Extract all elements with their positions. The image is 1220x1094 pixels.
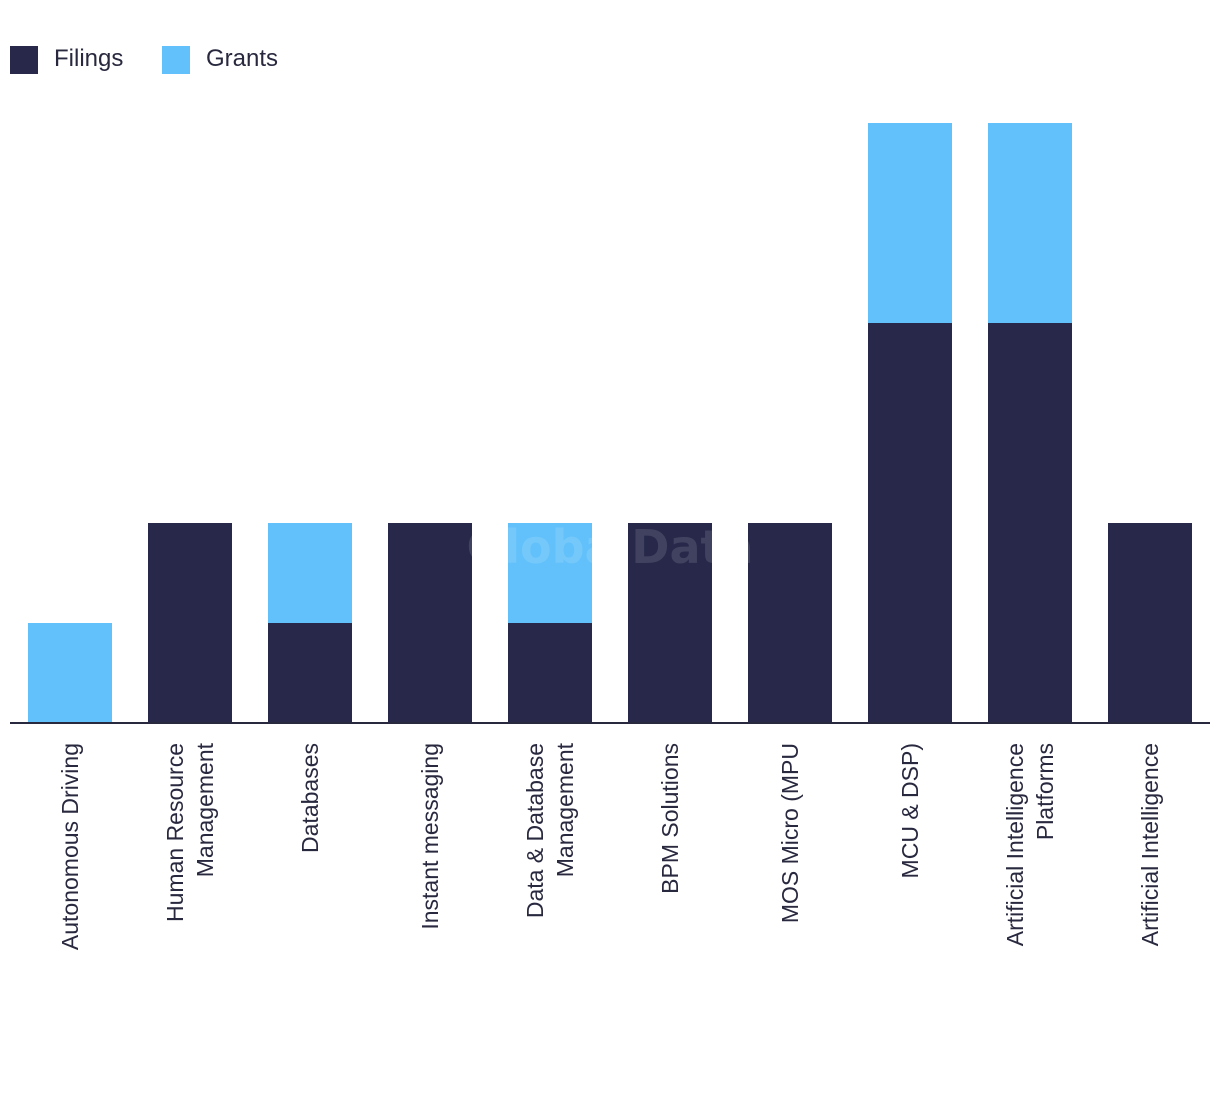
legend-swatch-filings: [10, 46, 38, 74]
bar-grants-7: [868, 123, 952, 323]
x-tick-label-4-line-1: Management: [552, 742, 578, 877]
bar-grants-8: [988, 123, 1072, 323]
x-tick-label-8-line-0: Artificial Intelligence: [1002, 743, 1028, 946]
x-tick-label-0: Autonomous Driving: [57, 743, 83, 950]
bar-filings-1: [148, 523, 232, 723]
bar-filings-4: [508, 623, 592, 723]
x-tick-label-7: MCU & DSP): [897, 743, 923, 878]
bar-filings-6: [748, 523, 832, 723]
x-tick-label-6: MOS Micro (MPU: [777, 743, 803, 923]
bar-grants-2: [268, 523, 352, 623]
legend-swatch-grants: [162, 46, 190, 74]
bar-filings-2: [268, 623, 352, 723]
bar-filings-3: [388, 523, 472, 723]
legend: Filings Grants: [10, 45, 278, 74]
bar-group: [28, 123, 1192, 723]
x-tick-label-9: Artificial Intelligence: [1137, 743, 1163, 946]
x-tick-label-3: Instant messaging: [417, 743, 443, 930]
bar-grants-0: [28, 623, 112, 723]
legend-label-grants: Grants: [206, 45, 278, 72]
watermark: GlobalData: [466, 520, 753, 574]
bar-filings-7: [868, 323, 952, 723]
bar-filings-8: [988, 323, 1072, 723]
legend-label-filings: Filings: [54, 45, 123, 72]
x-tick-label-4-line-0: Data & Database: [522, 743, 548, 918]
bar-filings-9: [1108, 523, 1192, 723]
x-tick-label-2: Databases: [297, 743, 323, 853]
bar-grants-4: [508, 523, 592, 623]
x-tick-label-1-line-1: Management: [192, 742, 218, 877]
x-axis-labels: Autonomous Driving Human Resource Manageme…: [57, 742, 1163, 950]
bar-filings-5: [628, 523, 712, 723]
x-tick-label-1-line-0: Human Resource: [162, 743, 188, 922]
x-tick-label-5: BPM Solutions: [657, 743, 683, 894]
x-tick-label-8-line-1: Platforms: [1032, 743, 1058, 840]
